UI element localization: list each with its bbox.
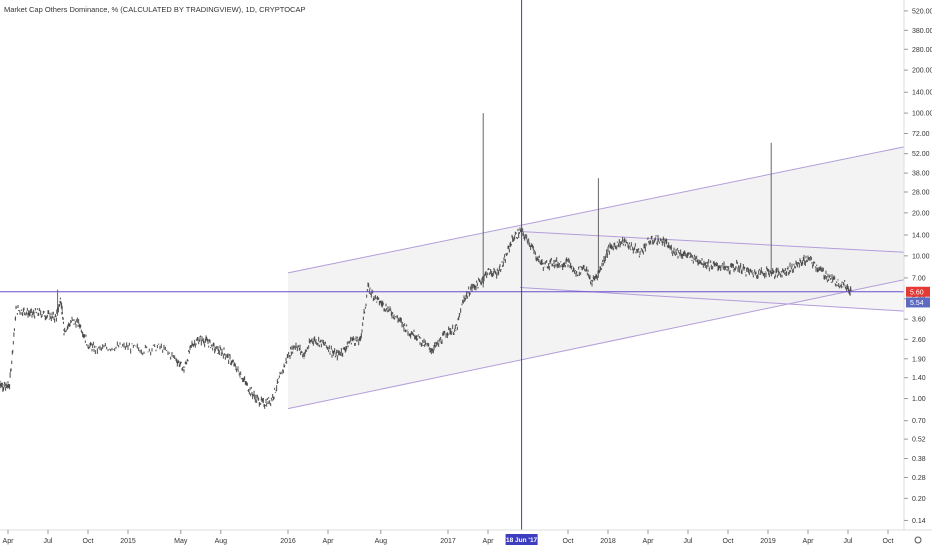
- y-tick-label: 380.00: [912, 28, 932, 35]
- y-tick-label: 7.00: [912, 275, 926, 282]
- x-tick-label: Jul: [844, 538, 853, 545]
- x-tick-label: Oct: [723, 538, 734, 545]
- x-tick-label: 2017: [440, 538, 456, 545]
- price-label-badge: [906, 297, 930, 308]
- channel-upper-rising-line[interactable]: [287, 146, 905, 274]
- y-tick-label: 10.00: [912, 253, 930, 260]
- y-tick-label: 1.40: [912, 375, 926, 382]
- y-tick-label: 0.52: [912, 437, 926, 444]
- y-tick-label: 0.38: [912, 456, 926, 463]
- x-tick-label: Aug: [215, 538, 228, 545]
- y-axis[interactable]: 520.00 380.00 280.00 200.00 140.00 100.00 72.0…: [904, 8, 932, 525]
- channel-lower-rising-line[interactable]: [287, 279, 905, 410]
- y-tick-label: 3.60: [912, 317, 926, 324]
- x-tick-label: Apr: [803, 538, 815, 545]
- y-tick-label: 20.00: [912, 210, 930, 217]
- y-tick-label: 52.00: [912, 151, 930, 158]
- x-tick-label: Jul: [684, 538, 693, 545]
- x-tick-label: 2015: [120, 538, 136, 545]
- y-tick-label: 2.60: [912, 337, 926, 344]
- cursor-date-label: 18 Jun '17: [506, 537, 538, 544]
- price-labels: 5.60 5.54: [906, 286, 930, 308]
- corner-settings-icon[interactable]: [906, 532, 930, 548]
- y-tick-label: 0.20: [912, 496, 926, 503]
- x-tick-label: 2016: [280, 538, 296, 545]
- x-tick-label: Apr: [3, 538, 15, 545]
- y-tick-label: 520.00: [912, 8, 932, 15]
- chart-title: Market Cap Others Dominance, % (CALCULAT…: [4, 5, 305, 14]
- y-tick-label: 14.00: [912, 232, 930, 239]
- x-tick-label: Oct: [883, 538, 894, 545]
- y-tick-label: 38.00: [912, 171, 930, 178]
- x-tick-label: 2018: [600, 538, 616, 545]
- x-tick-label: Apr: [323, 538, 335, 545]
- y-tick-label: 0.28: [912, 475, 926, 482]
- cursor-date-badge: [505, 534, 538, 545]
- y-tick-label: 1.00: [912, 396, 926, 403]
- y-tick-label: 1.90: [912, 356, 926, 363]
- x-tick-label: Apr: [643, 538, 655, 545]
- price-series: [0, 227, 852, 409]
- x-tick-label: 2019: [760, 538, 776, 545]
- price-label-text: 5.54: [910, 300, 924, 307]
- price-wicks: [57, 113, 772, 316]
- y-tick-label: 0.70: [912, 418, 926, 425]
- x-axis[interactable]: Apr Jul Oct 2015 May Aug 2016 Apr Aug 2017 Apr Oct 2…: [3, 530, 894, 545]
- y-tick-label: 0.14: [912, 518, 926, 525]
- x-tick-label: Oct: [83, 538, 94, 545]
- price-label-badge: [906, 286, 930, 297]
- y-tick-label: 28.00: [912, 190, 930, 197]
- falling-channel-fill: [520, 231, 904, 312]
- y-tick-label: 200.00: [912, 68, 932, 75]
- x-tick-label: Aug: [375, 538, 388, 545]
- x-tick-label: Apr: [483, 538, 495, 545]
- price-label-text: 5.60: [910, 289, 924, 296]
- y-tick-label: 100.00: [912, 111, 932, 118]
- x-tick-label: Oct: [563, 538, 574, 545]
- x-tick-label: Jul: [44, 538, 53, 545]
- channel-upper-falling-line[interactable]: [519, 231, 905, 253]
- y-tick-label: 72.00: [912, 131, 930, 138]
- y-tick-label: 140.00: [912, 90, 932, 97]
- x-tick-label: May: [174, 538, 188, 545]
- y-tick-label: 280.00: [912, 47, 932, 54]
